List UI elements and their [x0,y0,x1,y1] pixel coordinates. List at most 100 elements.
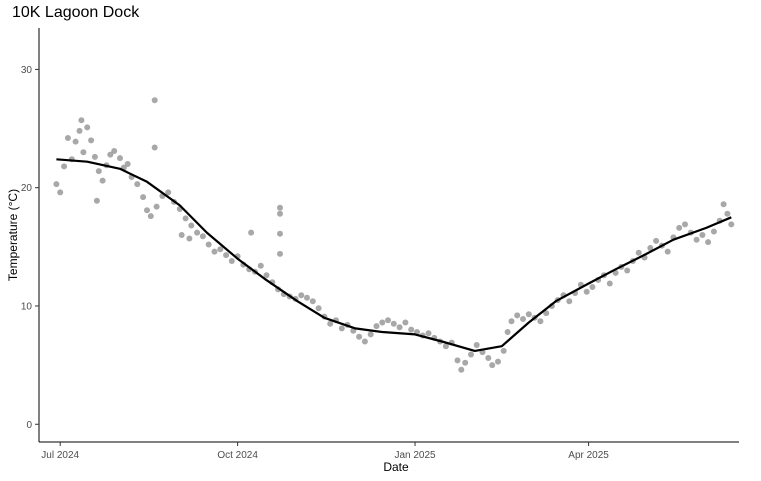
data-point [277,204,283,211]
data-point [57,189,64,196]
x-tick-label: Oct 2024 [217,450,258,461]
data-point [248,229,255,236]
data-point [635,249,642,256]
data-point [263,272,270,279]
data-point [682,221,688,228]
y-axis-title: Temperature (°C) [6,189,20,281]
x-tick-label: Apr 2025 [568,450,609,461]
data-point [95,168,102,175]
data-point [182,215,189,222]
data-point [489,362,496,369]
data-point [442,343,449,350]
data-point [425,330,432,337]
data-point [525,311,532,318]
data-point [485,355,492,361]
smooth-trend-line [56,158,732,352]
data-point [228,258,235,264]
data-point [514,312,521,319]
data-point [473,342,480,348]
data-point [199,233,206,240]
data-point [61,163,68,170]
x-axis-ticks: Jul 2024 Oct 2024 Jan 2025 Apr 2025 [41,442,609,461]
data-point [379,319,386,326]
data-point [117,155,123,162]
data-point [153,203,160,210]
data-point [402,319,409,326]
data-point [361,338,368,345]
data-point [720,201,727,208]
data-point [93,197,100,204]
data-point [566,298,573,305]
data-point [277,210,283,217]
y-tick-label: 20 [21,183,33,194]
data-point [186,235,193,242]
data-point [188,222,195,229]
data-point [500,347,507,354]
data-point [495,358,501,365]
data-point [537,318,544,325]
data-point [699,232,706,238]
data-point [147,213,154,220]
data-point [84,124,91,131]
data-point [454,357,461,364]
data-point [705,239,712,246]
data-point [277,250,283,257]
data-point [373,323,380,330]
data-point [64,135,71,141]
data-point [612,269,619,276]
data-point [194,229,201,236]
data-point [298,292,305,299]
data-point [144,207,150,214]
y-tick-label: 30 [21,65,33,76]
data-point [728,221,735,228]
data-point [462,359,469,366]
data-point [178,232,185,238]
data-point [468,351,474,358]
data-point [107,151,114,158]
data-point [408,326,415,333]
data-point [589,284,596,290]
data-point [356,333,363,340]
data-point [724,210,731,217]
data-point [647,245,654,251]
data-point [134,181,141,188]
data-point [693,236,700,243]
data-point [583,288,590,295]
data-point [396,324,403,331]
data-point [205,241,212,248]
data-point [309,298,316,305]
data-point [367,331,374,338]
observation-points [53,97,735,373]
data-point [520,316,526,322]
data-point [223,252,230,259]
data-point [543,310,550,317]
data-point [53,181,60,188]
data-point [217,246,224,253]
data-point [315,305,322,312]
data-point [504,329,511,335]
data-point [78,117,85,124]
data-point [165,189,172,196]
data-point [124,161,131,167]
data-point [710,228,717,235]
data-point [653,237,660,244]
data-point [111,148,118,154]
data-point [91,153,98,160]
data-point [257,262,264,269]
data-point [304,294,310,301]
data-point [72,138,79,145]
data-point [338,325,345,332]
data-point [606,280,613,287]
data-point [151,144,158,151]
data-point [76,127,83,134]
data-point [676,224,683,231]
y-tick-label: 0 [26,420,32,431]
data-point [88,137,95,144]
data-point [664,248,671,255]
data-point [277,230,283,237]
data-point [211,248,218,255]
data-point [390,320,397,327]
data-point [624,267,631,274]
data-point [385,317,391,324]
